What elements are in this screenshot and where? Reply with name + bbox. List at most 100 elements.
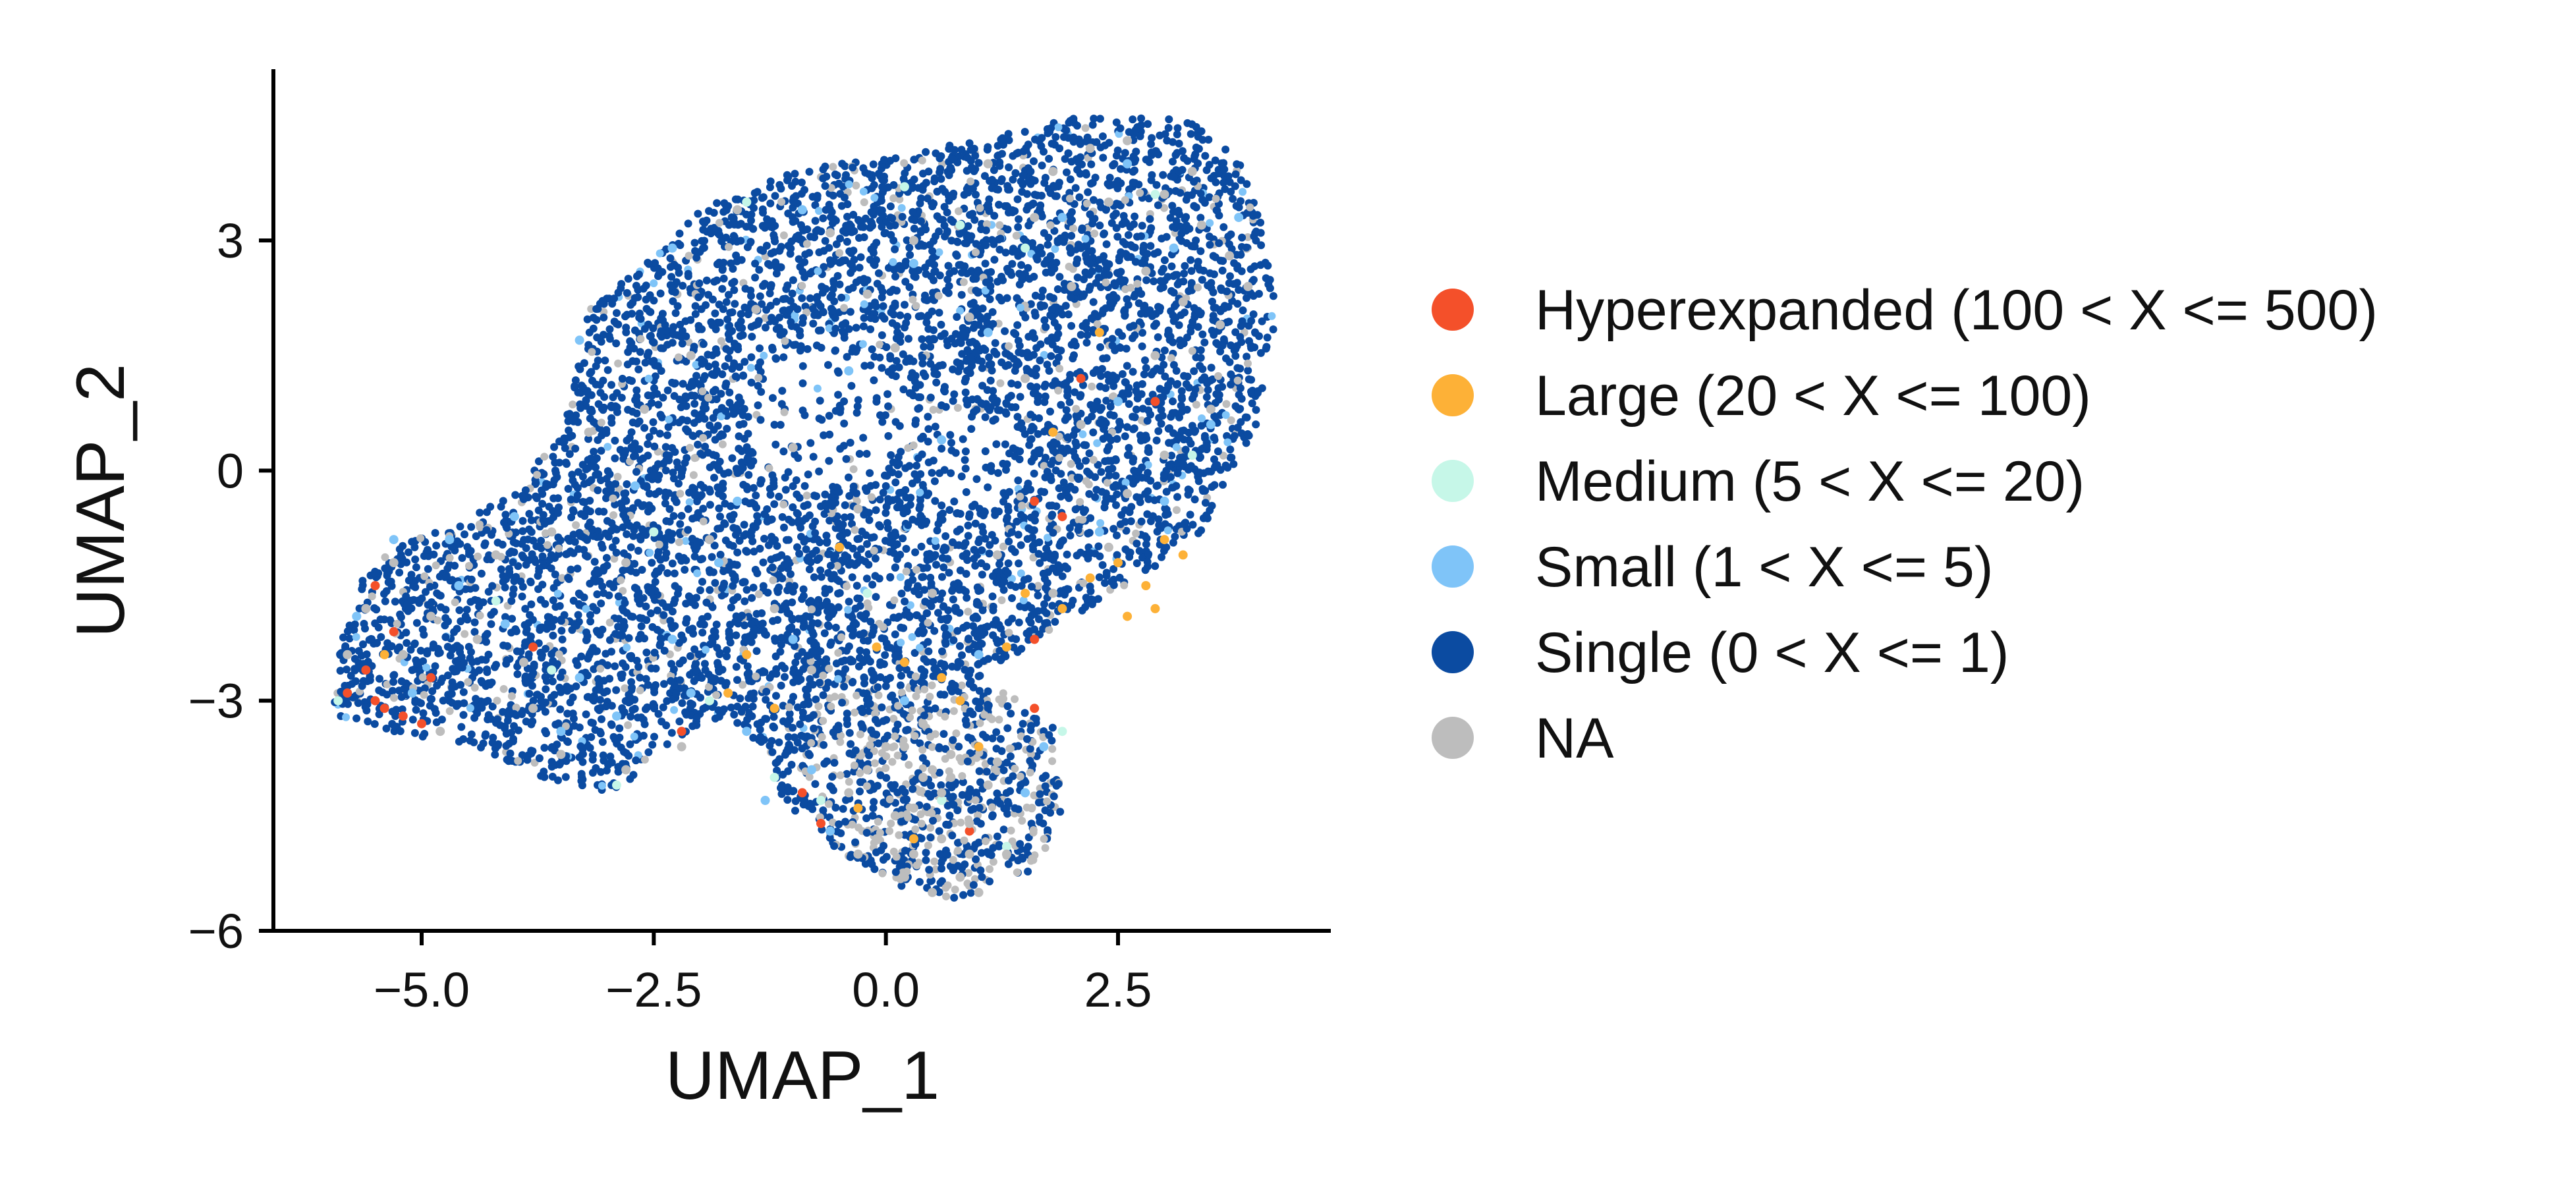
cell-point — [561, 773, 570, 781]
cell-point — [935, 248, 943, 256]
cell-point — [1007, 744, 1015, 753]
cell-point — [551, 570, 559, 578]
cell-point — [1006, 752, 1015, 761]
cell-point — [732, 663, 741, 671]
cell-point — [860, 198, 868, 206]
cell-point — [477, 569, 486, 578]
cell-point — [796, 263, 804, 271]
cell-point — [1116, 124, 1125, 132]
cell-point — [779, 295, 787, 303]
cell-point — [801, 302, 810, 311]
cell-point — [1079, 381, 1087, 389]
cell-point — [984, 483, 992, 491]
cell-point — [1005, 776, 1013, 785]
cell-point — [896, 573, 905, 582]
cell-point — [698, 628, 707, 637]
cell-point — [989, 416, 997, 425]
cell-point — [605, 591, 613, 599]
cell-point — [417, 699, 425, 708]
cell-point — [639, 285, 648, 293]
cell-point — [1211, 156, 1219, 165]
cell-point — [428, 687, 437, 696]
cell-point — [856, 276, 864, 285]
cell-point — [1034, 591, 1042, 599]
cell-point — [938, 864, 945, 873]
cell-point — [1048, 306, 1056, 314]
cell-point — [926, 573, 935, 582]
cell-point — [446, 652, 455, 659]
cell-point — [1221, 146, 1230, 153]
cell-point — [1261, 258, 1270, 267]
cell-point — [569, 401, 577, 408]
cell-point — [886, 354, 895, 363]
cell-point — [928, 681, 936, 690]
cell-point — [1113, 435, 1121, 443]
cell-point — [1154, 248, 1162, 256]
cell-point — [634, 547, 642, 555]
cell-point — [781, 486, 790, 494]
cell-point — [1082, 477, 1090, 486]
cell-point — [498, 540, 507, 549]
cell-point — [1197, 526, 1206, 534]
cell-point — [970, 501, 979, 509]
cell-point — [623, 289, 631, 297]
cell-point — [733, 676, 741, 684]
cell-point — [554, 533, 563, 542]
cell-point — [856, 730, 864, 738]
cell-point — [668, 530, 677, 538]
cell-point — [1077, 331, 1085, 339]
cell-point — [659, 703, 667, 711]
cell-point — [818, 733, 826, 741]
cell-point — [611, 536, 620, 545]
cell-point — [989, 773, 997, 781]
cell-point — [577, 652, 586, 661]
cell-point — [1147, 224, 1156, 233]
cell-point — [881, 651, 889, 659]
cell-point — [963, 549, 971, 558]
cell-point — [1062, 406, 1071, 414]
cell-point — [717, 389, 725, 398]
cell-point — [969, 622, 977, 630]
cell-point — [1004, 393, 1013, 402]
cell-point — [766, 289, 774, 298]
cell-point — [455, 737, 463, 746]
cell-point — [847, 740, 855, 748]
cell-point — [551, 469, 560, 477]
cell-point — [846, 439, 854, 447]
cell-point — [1003, 724, 1012, 733]
cell-point — [1094, 542, 1103, 551]
cell-point — [694, 293, 703, 302]
cell-point — [488, 738, 497, 747]
cell-point — [810, 724, 818, 733]
cell-point — [956, 566, 965, 574]
cell-point — [963, 594, 971, 602]
cell-point — [778, 513, 787, 521]
cell-point — [1078, 430, 1087, 439]
cell-point — [463, 615, 472, 624]
cell-point — [1039, 820, 1048, 827]
cell-point — [876, 495, 884, 504]
cell-point — [1147, 370, 1156, 379]
cell-point — [542, 685, 550, 694]
cell-point — [1247, 317, 1256, 325]
cell-point — [911, 548, 920, 557]
cell-point — [1071, 453, 1079, 461]
cell-point — [868, 630, 876, 639]
cell-point — [978, 606, 987, 615]
cell-point — [975, 686, 984, 695]
cell-point — [832, 240, 841, 248]
cell-point — [863, 540, 871, 548]
cell-point — [646, 609, 655, 617]
cell-point — [715, 318, 724, 327]
cell-point — [945, 506, 954, 514]
cell-point — [771, 636, 779, 645]
cell-point — [1026, 410, 1035, 419]
cell-point — [600, 308, 608, 316]
cell-point — [364, 717, 372, 726]
cell-point — [1102, 397, 1111, 405]
cell-point — [1055, 432, 1063, 441]
cell-point — [866, 469, 874, 478]
cell-point — [390, 671, 399, 679]
cell-point — [1269, 292, 1277, 300]
cell-point — [1001, 349, 1010, 358]
